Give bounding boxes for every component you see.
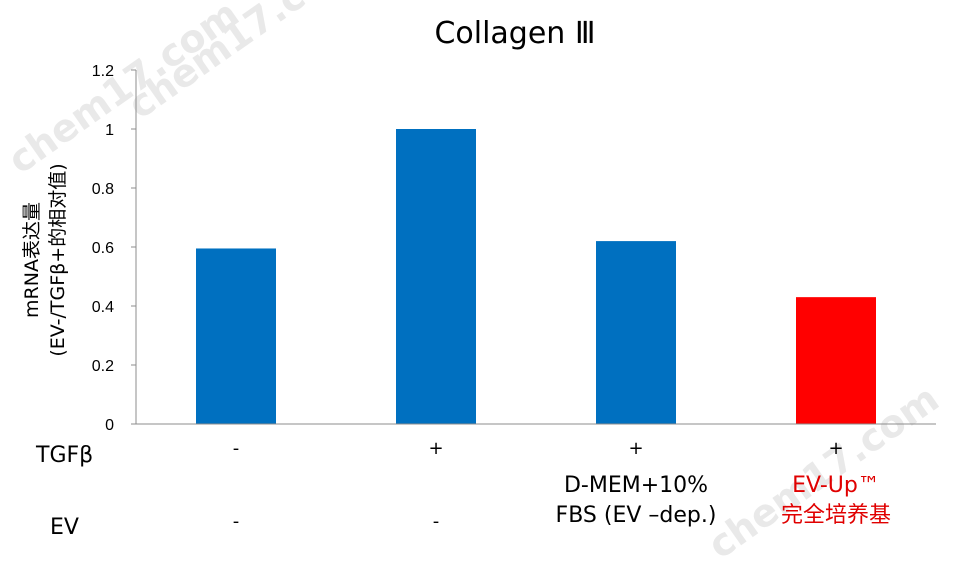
row-label-ev: EV <box>50 515 79 540</box>
bar <box>596 241 676 424</box>
y-tick-label: 0 <box>105 417 114 434</box>
row-label-tgf: TGFβ <box>35 443 93 468</box>
ev-value: - <box>433 511 440 532</box>
bar <box>796 297 876 424</box>
y-tick-label: 0.2 <box>92 358 114 375</box>
bars <box>196 129 876 424</box>
watermark: chem17.com <box>0 0 247 182</box>
bar <box>196 248 276 424</box>
ev-value: EV-Up™完全培养基 <box>781 473 891 528</box>
y-axis-label-line-2: (EV-/TGFβ+的相对值) <box>47 163 69 356</box>
y-tick-label: 0.6 <box>92 240 114 257</box>
ev-value: - <box>233 511 240 532</box>
chart-title: Collagen Ⅲ <box>434 16 595 51</box>
row-cells: - + + + - - D-MEM+10% FBS (EV –dep.) EV-Up™完全培养基 <box>233 438 891 532</box>
y-tick-label: 1 <box>105 122 114 139</box>
tgf-value: + <box>428 438 443 459</box>
y-tick-label: 0.8 <box>92 181 114 198</box>
bar <box>396 129 476 424</box>
tgf-value: + <box>828 438 843 459</box>
tgf-value: - <box>233 438 240 459</box>
y-tick-label: 0.4 <box>92 299 114 316</box>
y-tick-label: 1.2 <box>92 63 114 80</box>
y-axis-label-line-1: mRNA表达量 <box>21 202 43 318</box>
ev-value: D-MEM+10% FBS (EV –dep.) <box>556 473 717 528</box>
y-ticks: 0 0.2 0.4 0.6 0.8 1 1.2 <box>92 63 136 434</box>
tgf-value: + <box>628 438 643 459</box>
